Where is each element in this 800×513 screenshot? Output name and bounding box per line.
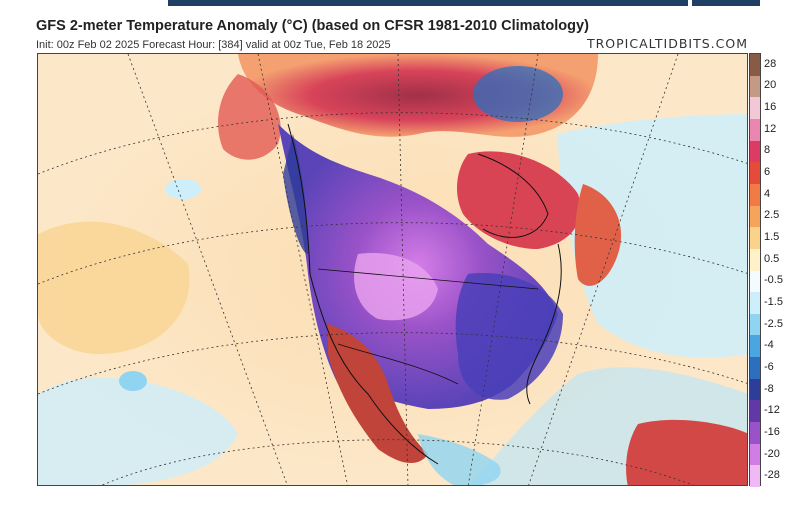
color-scale-segment — [750, 400, 760, 423]
color-scale-bar — [749, 53, 761, 488]
color-scale-segment — [750, 140, 760, 163]
pacific-warm-patch — [38, 221, 190, 354]
mexico-warm-anomaly — [328, 324, 428, 464]
color-scale-label: 28 — [764, 57, 777, 70]
color-scale-label: -20 — [764, 447, 780, 460]
color-scale-label: 12 — [764, 122, 777, 135]
atlantic-neutral — [558, 114, 747, 358]
color-scale-label: -8 — [764, 382, 774, 395]
color-scale-label: 6 — [764, 166, 771, 179]
plains-extreme-cold — [354, 253, 438, 321]
color-scale-segment — [750, 270, 760, 293]
hudson-warm-anomaly — [456, 151, 581, 249]
chart-title: GFS 2-meter Temperature Anomaly (°C) (ba… — [36, 18, 589, 34]
color-scale-label: 20 — [764, 79, 777, 92]
us-canada-border — [317, 268, 539, 290]
color-scale-segment — [750, 357, 760, 380]
graticule — [38, 54, 747, 485]
color-scale-label: 16 — [764, 101, 777, 114]
color-scale-label: 4 — [764, 187, 771, 200]
us-mexico-border — [337, 343, 459, 385]
color-scale-segment — [750, 118, 760, 142]
alaska-warm-anomaly — [218, 74, 281, 160]
west-coast-cold-band — [283, 134, 308, 254]
color-scale-segment — [750, 378, 760, 401]
color-scale-segment — [750, 313, 760, 336]
baffin-cold-patch — [473, 66, 563, 122]
pacific-cool-spot — [119, 371, 147, 391]
color-scale-segment — [750, 292, 760, 315]
color-scale-label: -0.5 — [764, 274, 783, 287]
eastern-pacific-cool — [38, 377, 238, 485]
color-scale-label: 8 — [764, 144, 771, 157]
color-scale-label: 1.5 — [764, 231, 780, 244]
top-banner-bar — [168, 0, 688, 6]
color-scale-segment — [750, 75, 760, 98]
color-scale-label: 0.5 — [764, 252, 780, 265]
color-scale-segment — [750, 335, 760, 358]
color-scale-segment — [750, 183, 760, 207]
color-scale-segment — [750, 465, 760, 488]
hudson-bay-coastline — [477, 153, 549, 238]
map-canvas — [38, 54, 747, 485]
color-scale-label: -16 — [764, 425, 780, 438]
gulf-of-alaska-cool — [165, 179, 201, 199]
color-scale-label: -6 — [764, 360, 774, 373]
color-scale-label: -4 — [764, 339, 774, 352]
eastern-us-cold-anomaly — [455, 273, 563, 400]
west-coastline — [287, 123, 439, 465]
color-scale-segment — [750, 54, 760, 77]
top-banner-bar-right — [692, 0, 760, 6]
caribbean-warm-anomaly — [626, 419, 747, 485]
color-scale-label: -1.5 — [764, 295, 783, 308]
color-scale-segment — [750, 422, 760, 445]
color-scale-segment — [750, 205, 760, 228]
forecast-info: Init: 00z Feb 02 2025 Forecast Hour: [38… — [36, 39, 391, 51]
color-scale-label: -28 — [764, 469, 780, 482]
color-scale-segment — [750, 97, 760, 120]
color-scale-segment — [750, 227, 760, 250]
color-scale-segment — [750, 162, 760, 185]
color-scale-label: -2.5 — [764, 317, 783, 330]
color-scale-label: -12 — [764, 404, 780, 417]
east-coastline — [526, 243, 562, 405]
anomaly-map — [37, 53, 748, 486]
color-scale-segment — [750, 443, 760, 466]
labrador-warm-anomaly — [574, 184, 622, 286]
color-scale-label: 2.5 — [764, 209, 780, 222]
source-credit: TROPICALTIDBITS.COM — [586, 36, 748, 51]
color-scale-segment — [750, 248, 760, 271]
central-america-cool — [418, 434, 501, 485]
color-scale-labels: 28 20 16 12 8 6 4 2.5 1.5 0.5 -0.5 -1.5 -2.5 -4 -6 -8 -1… — [764, 53, 800, 486]
